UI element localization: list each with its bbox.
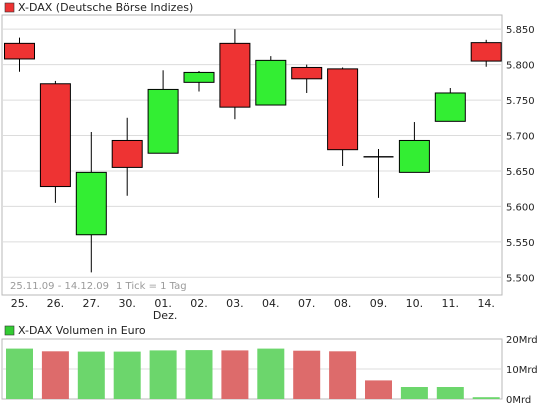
x-tick-label: 14. (477, 297, 495, 310)
price-y-tick-label: 5.850 (506, 25, 535, 36)
volume-y-tick-label: 0Mrd (506, 395, 531, 406)
volume-bar (185, 350, 213, 399)
x-tick-label: 27. (83, 297, 101, 310)
volume-bar (221, 350, 249, 399)
volume-bar (329, 351, 357, 399)
price-legend-swatch (4, 2, 15, 13)
volume-bar (113, 351, 141, 399)
price-y-tick-label: 5.600 (506, 202, 535, 213)
x-tick-label: 10. (406, 297, 424, 310)
candle-body (255, 59, 287, 106)
candle-body (75, 171, 107, 236)
candle-body (183, 71, 215, 83)
candlestick-series (4, 29, 502, 273)
price-y-tick-label: 5.800 (506, 61, 535, 72)
volume-bar (365, 380, 392, 399)
volume-chart-title: X-DAX Volumen in Euro (18, 324, 146, 337)
x-tick-label: 26. (47, 297, 65, 310)
volume-bar (436, 387, 464, 399)
x-tick-label: 08. (334, 297, 352, 310)
x-tick-label: 25. (11, 297, 29, 310)
x-month-label: Dez. (153, 309, 178, 322)
candle-body (219, 42, 251, 108)
interval-note: 1 Tick = 1 Tag (116, 281, 187, 292)
price-y-tick-label: 5.650 (506, 167, 535, 178)
x-tick-label: 04. (262, 297, 280, 310)
x-tick-label: 11. (442, 297, 460, 310)
candle-body (4, 42, 35, 60)
x-axis: 25. 26. 27. 30. 01.Dez. 02. 03. 04. 07. 08. 09. 10.… (11, 297, 495, 322)
candle-body (147, 88, 179, 154)
price-y-tick-label: 5.700 (506, 132, 535, 143)
x-tick-label: 01. (154, 297, 172, 310)
volume-bar (149, 350, 177, 399)
x-tick-label: 03. (226, 297, 244, 310)
candle-body (291, 66, 323, 80)
x-tick-label: 30. (118, 297, 136, 310)
x-tick-label: 02. (190, 297, 208, 310)
volume-bar-series (6, 348, 500, 399)
price-y-tick-label: 5.550 (506, 238, 535, 249)
x-tick-label: 07. (298, 297, 316, 310)
price-y-tick-label: 5.500 (506, 273, 535, 284)
volume-bar (400, 387, 428, 399)
volume-y-tick-label: 20Mrd (506, 335, 538, 346)
volume-bar (6, 348, 33, 399)
volume-y-tick-label: 10Mrd (506, 365, 538, 376)
candle-body (111, 139, 143, 168)
volume-bar (293, 350, 321, 399)
candle-body (470, 42, 502, 62)
price-y-tick-label: 5.750 (506, 96, 535, 107)
candle-body (398, 139, 430, 173)
price-chart-title: X-DAX (Deutsche Börse Indizes) (18, 1, 193, 14)
volume-bar (77, 351, 105, 399)
candle-body (434, 92, 466, 122)
candle-body (327, 68, 359, 151)
x-tick-label: 09. (370, 297, 388, 310)
volume-bar (257, 348, 285, 399)
volume-legend-swatch (4, 325, 15, 336)
volume-y-axis: 0Mrd 10Mrd 20Mrd (506, 335, 538, 406)
price-grid (2, 28, 502, 278)
date-range-label: 25.11.09 - 14.12.09 (10, 281, 109, 292)
price-y-axis: 5.500 5.550 5.600 5.650 5.700 5.750 5.800 5.850 (506, 25, 535, 284)
volume-bar (472, 397, 500, 399)
candle-body (39, 83, 71, 188)
volume-bar (41, 351, 69, 399)
